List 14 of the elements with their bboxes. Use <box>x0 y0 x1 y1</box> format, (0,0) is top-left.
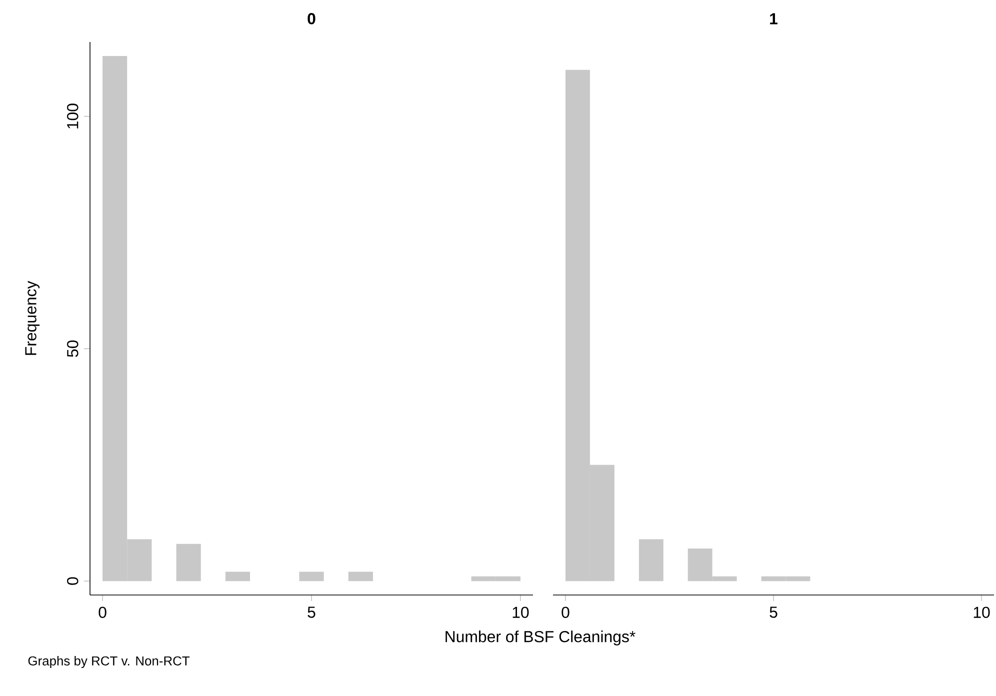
x-tick-label: 10 <box>512 606 529 618</box>
x-tick-label: 0 <box>562 606 570 618</box>
chart-title: 1 <box>770 13 778 24</box>
y-tick-label: 100 <box>67 104 78 128</box>
chart-title: 0 <box>308 13 316 24</box>
y-tick-label: 0 <box>67 577 78 585</box>
x-tick-label: 0 <box>98 606 106 618</box>
y-axis-title: Frequency <box>25 280 40 355</box>
y-tick-label: 50 <box>67 340 78 357</box>
text: Graphs by RCT v. Non-RCT <box>28 656 190 668</box>
x-tick-label: 10 <box>974 606 990 618</box>
x-tick-label: 5 <box>770 606 778 618</box>
x-tick-label: 5 <box>308 606 316 618</box>
x-axis-title: Number of BSF Cleanings* <box>446 630 636 646</box>
